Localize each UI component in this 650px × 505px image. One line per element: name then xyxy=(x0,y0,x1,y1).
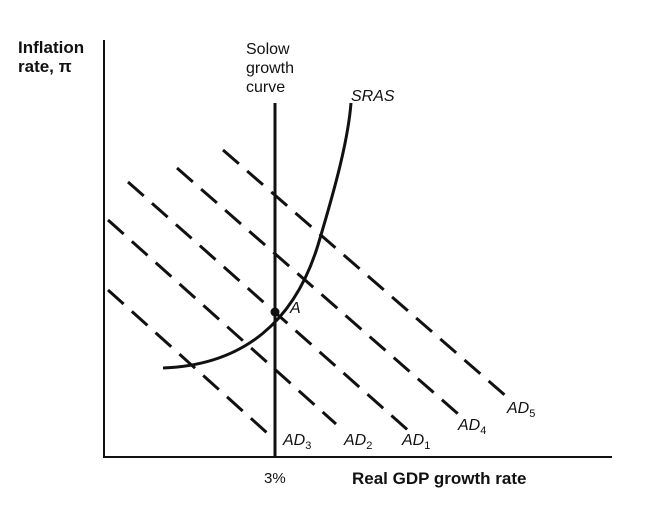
ad1-label: AD1 xyxy=(402,431,430,456)
ad4-label: AD4 xyxy=(458,416,486,441)
ad4-curve xyxy=(176,166,466,422)
equilibrium-point xyxy=(270,307,280,317)
y-axis-title-line1: Inflation xyxy=(18,38,85,57)
sras-curve xyxy=(162,102,353,370)
y-axis-title-line2: rate, π xyxy=(18,57,72,76)
ad2-label-sub: 2 xyxy=(366,440,373,452)
x-axis-tick-3pct: 3% xyxy=(264,470,286,487)
ad2-curve xyxy=(106,218,338,426)
sras-label: SRAS xyxy=(351,88,395,105)
ad4-label-sub: 4 xyxy=(480,425,487,437)
ad3-label-sub: 3 xyxy=(305,440,312,452)
ad1-curve xyxy=(127,180,411,434)
solow-label-line2: growth xyxy=(246,60,295,77)
solow-label-line1: Solow xyxy=(246,41,290,58)
ad1-label-base: AD xyxy=(402,432,425,449)
ad5-label-sub: 5 xyxy=(529,408,536,420)
ad5-label-base: AD xyxy=(507,400,530,417)
ad2-label-base: AD xyxy=(344,432,367,449)
ad4-label-base: AD xyxy=(458,417,481,434)
point-a-label: A xyxy=(290,300,301,317)
solow-label-line3: curve xyxy=(246,79,286,96)
ad3-label-base: AD xyxy=(283,432,306,449)
solow-curve-label: Solow growth curve xyxy=(246,40,294,97)
ad3-label: AD3 xyxy=(283,431,311,456)
ad2-label: AD2 xyxy=(344,431,372,456)
x-axis-title: Real GDP growth rate xyxy=(352,469,527,488)
ad5-label: AD5 xyxy=(507,399,535,424)
y-axis-title: Inflation rate, π xyxy=(18,38,84,76)
ad1-label-sub: 1 xyxy=(424,440,431,452)
